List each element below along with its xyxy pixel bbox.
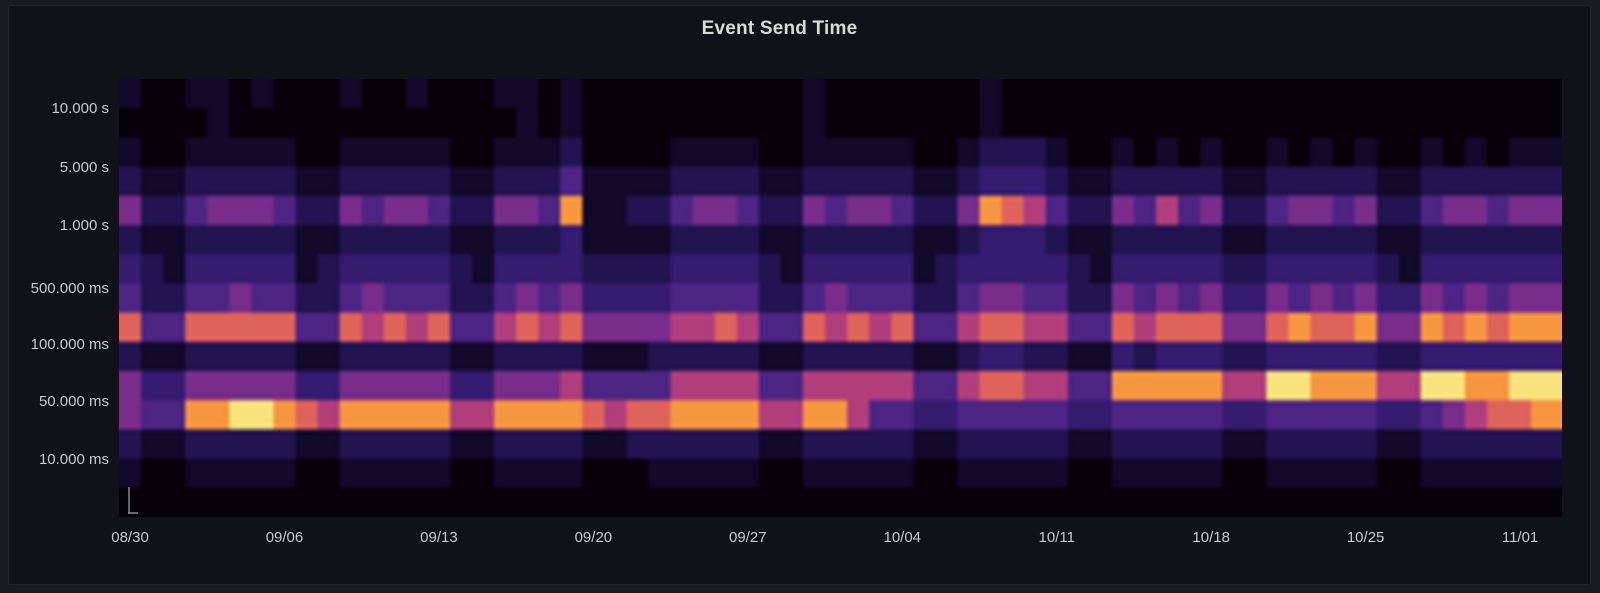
x-tick-label: 10/18 — [1192, 529, 1230, 546]
x-tick-label: 09/13 — [420, 529, 458, 546]
y-tick-label: 5.000 s — [59, 158, 109, 176]
y-tick-label: 50.000 ms — [38, 393, 109, 411]
y-tick-label: 1.000 s — [59, 216, 109, 234]
page-title: Event Send Time — [701, 18, 858, 39]
x-tick-label: 10/25 — [1346, 529, 1385, 546]
x-tick-label: 11/01 — [1501, 529, 1539, 546]
axis-corner-horizontal-line — [128, 512, 138, 514]
axis-corner-vertical-line — [128, 487, 130, 514]
x-tick-label: 08/30 — [111, 529, 149, 546]
x-tick-label: 09/06 — [265, 529, 304, 546]
x-tick-label: 10/04 — [883, 529, 922, 546]
y-tick-label: 10.000 ms — [38, 451, 109, 468]
x-tick-label: 09/20 — [574, 529, 613, 546]
y-tick-label: 500.000 ms — [30, 280, 109, 297]
heatmap-canvas[interactable] — [119, 79, 1562, 517]
y-tick-label: 10.000 s — [51, 99, 109, 117]
x-tick-label: 10/11 — [1038, 529, 1075, 546]
x-tick-label: 09/27 — [729, 529, 767, 546]
y-tick-label: 100.000 ms — [30, 335, 109, 353]
